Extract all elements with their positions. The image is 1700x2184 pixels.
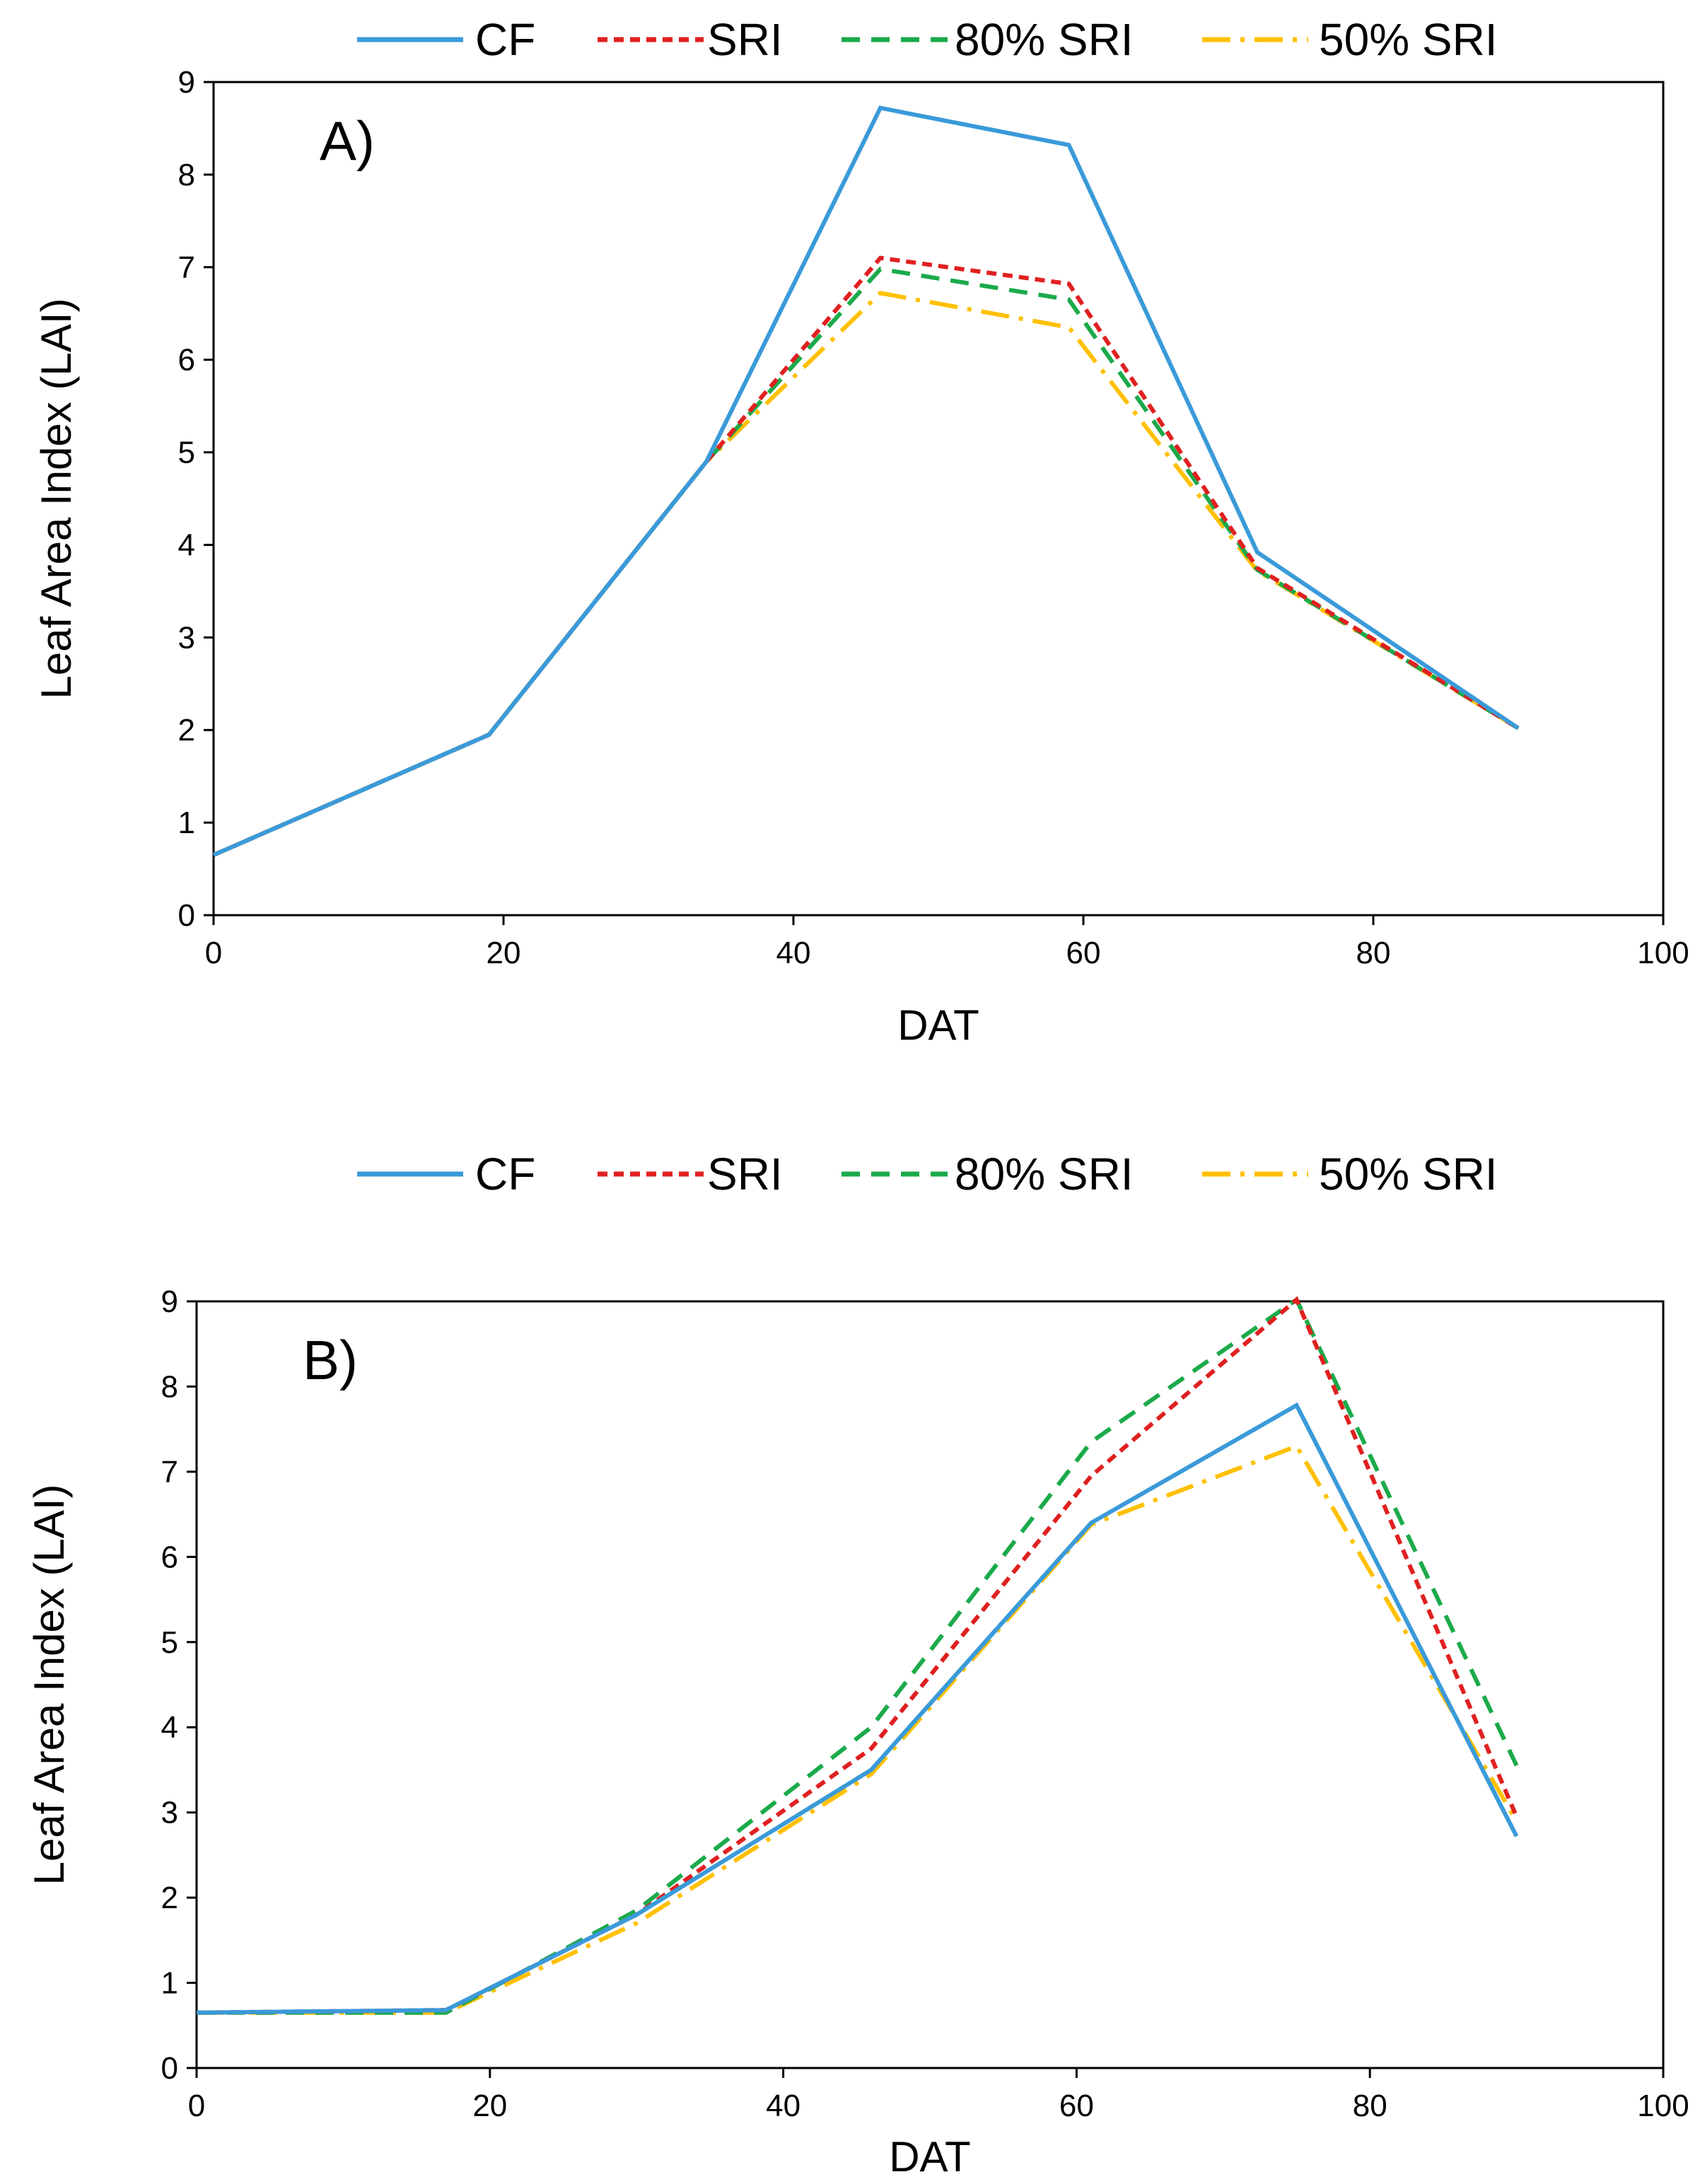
y-tick-label: 3: [178, 620, 195, 655]
legend-label: SRI: [707, 1149, 783, 1200]
legend-label: CF: [475, 1149, 535, 1200]
series-line-sri: [212, 255, 1520, 857]
y-tick-label: 3: [161, 1796, 178, 1830]
y-tick-label: 0: [161, 2051, 178, 2086]
y-tick-label: 1: [161, 1966, 178, 2001]
series-line-80-sri: [197, 1296, 1519, 2015]
x-tick-label: 20: [472, 2089, 507, 2123]
legend-item[interactable]: 80% SRI: [842, 14, 1134, 65]
y-tick-label: 8: [161, 1369, 178, 1404]
y-tick-label: 1: [178, 806, 195, 840]
panel-label: A): [320, 110, 375, 172]
y-tick-label: 4: [161, 1710, 178, 1745]
series-line-50-sri: [197, 1444, 1519, 2015]
plot-area-frame: [212, 81, 1665, 917]
y-tick-label: 6: [161, 1540, 178, 1574]
x-axis-label: DAT: [889, 2133, 971, 2180]
y-tick-label: 7: [161, 1455, 178, 1489]
legend-item[interactable]: 80% SRI: [842, 1149, 1134, 1200]
legend-item[interactable]: 50% SRI: [1202, 14, 1498, 65]
x-tick-label: 40: [766, 2089, 800, 2123]
x-tick-label: 0: [205, 936, 222, 970]
legend-label: CF: [475, 14, 535, 65]
y-tick-label: 5: [161, 1625, 178, 1660]
legend-label: 50% SRI: [1319, 1149, 1498, 1200]
x-tick-label: 60: [1066, 936, 1101, 970]
legend-label: 80% SRI: [955, 14, 1134, 65]
chart-panel-a: CF SRI 80% SRI 50% SRI 0 1 2 3 4 5 6 7 8 9 0 20 40 60 80 10…: [33, 14, 1689, 1049]
series-line-cf: [212, 105, 1520, 857]
y-tick-label: 0: [178, 898, 195, 933]
x-tick-label: 80: [1356, 936, 1391, 970]
y-tick-label: 4: [178, 528, 195, 562]
legend-item[interactable]: 50% SRI: [1202, 1149, 1498, 1200]
legend-label: SRI: [707, 14, 783, 65]
legend: CF SRI 80% SRI 50% SRI: [357, 14, 1498, 65]
legend-item[interactable]: SRI: [598, 1149, 783, 1200]
plot-area-frame: [195, 1300, 1665, 2069]
series-line-sri: [196, 1296, 1519, 2015]
legend-item[interactable]: CF: [357, 1149, 535, 1200]
legend-item[interactable]: SRI: [598, 14, 783, 65]
y-tick-label: 8: [178, 158, 195, 192]
y-tick-label: 7: [178, 250, 195, 285]
x-tick-label: 100: [1637, 2089, 1689, 2123]
legend-label: 80% SRI: [955, 1149, 1134, 1200]
x-tick-label: 80: [1353, 2089, 1387, 2123]
legend-label: 50% SRI: [1319, 14, 1498, 65]
x-tick-label: 40: [776, 936, 811, 970]
panel-label: B): [303, 1329, 358, 1391]
legend-item[interactable]: CF: [357, 14, 535, 65]
y-tick-label: 9: [178, 65, 195, 100]
y-tick-label: 9: [161, 1284, 178, 1319]
y-tick-label: 6: [178, 343, 195, 378]
series-line-80-sri: [212, 267, 1520, 857]
y-tick-label: 2: [178, 713, 195, 748]
series-line-cf: [196, 1402, 1519, 2015]
y-tick-label: 2: [161, 1881, 178, 1915]
legend: CF SRI 80% SRI 50% SRI: [357, 1149, 1498, 1200]
x-tick-label: 60: [1059, 2089, 1094, 2123]
x-tick-label: 100: [1637, 936, 1689, 970]
x-tick-label: 20: [487, 936, 521, 970]
x-tick-label: 0: [188, 2089, 205, 2123]
y-axis-label: Leaf Area Index (LAI): [33, 298, 80, 699]
y-tick-label: 5: [178, 436, 195, 470]
chart-panel-b: CF SRI 80% SRI 50% SRI 0 1 2 3 4 5 6 7 8 9 0 20 40 60 80 10…: [25, 1149, 1689, 2180]
x-axis-label: DAT: [897, 1001, 979, 1049]
y-axis-label: Leaf Area Index (LAI): [25, 1484, 73, 1885]
